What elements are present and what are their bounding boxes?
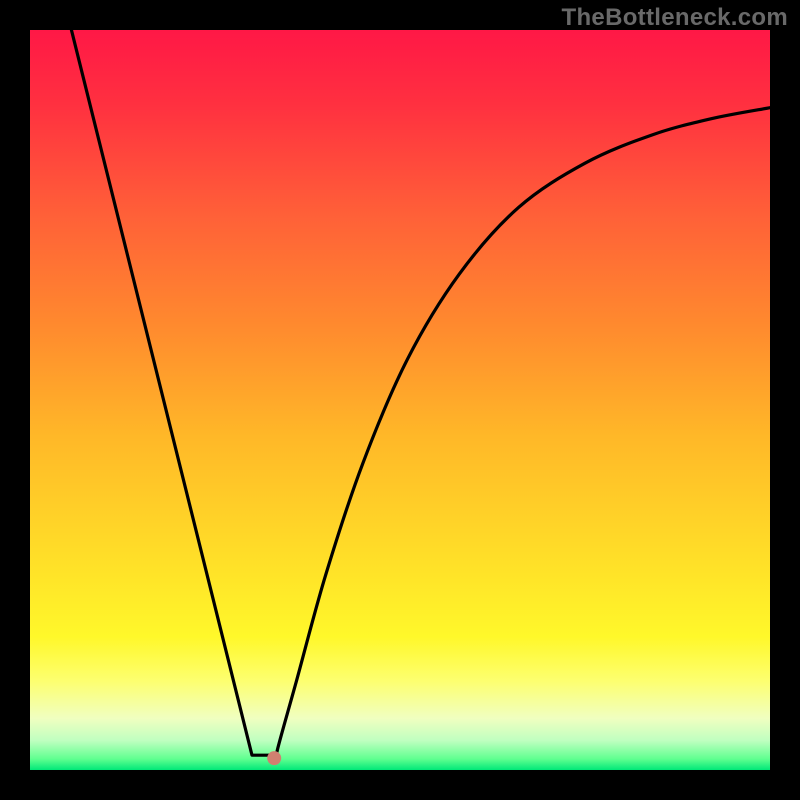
chart-container: TheBottleneck.com bbox=[0, 0, 800, 800]
optimal-point-marker bbox=[267, 751, 281, 765]
watermark-text: TheBottleneck.com bbox=[562, 4, 788, 32]
plot-background bbox=[30, 30, 770, 770]
bottleneck-chart bbox=[0, 0, 800, 800]
